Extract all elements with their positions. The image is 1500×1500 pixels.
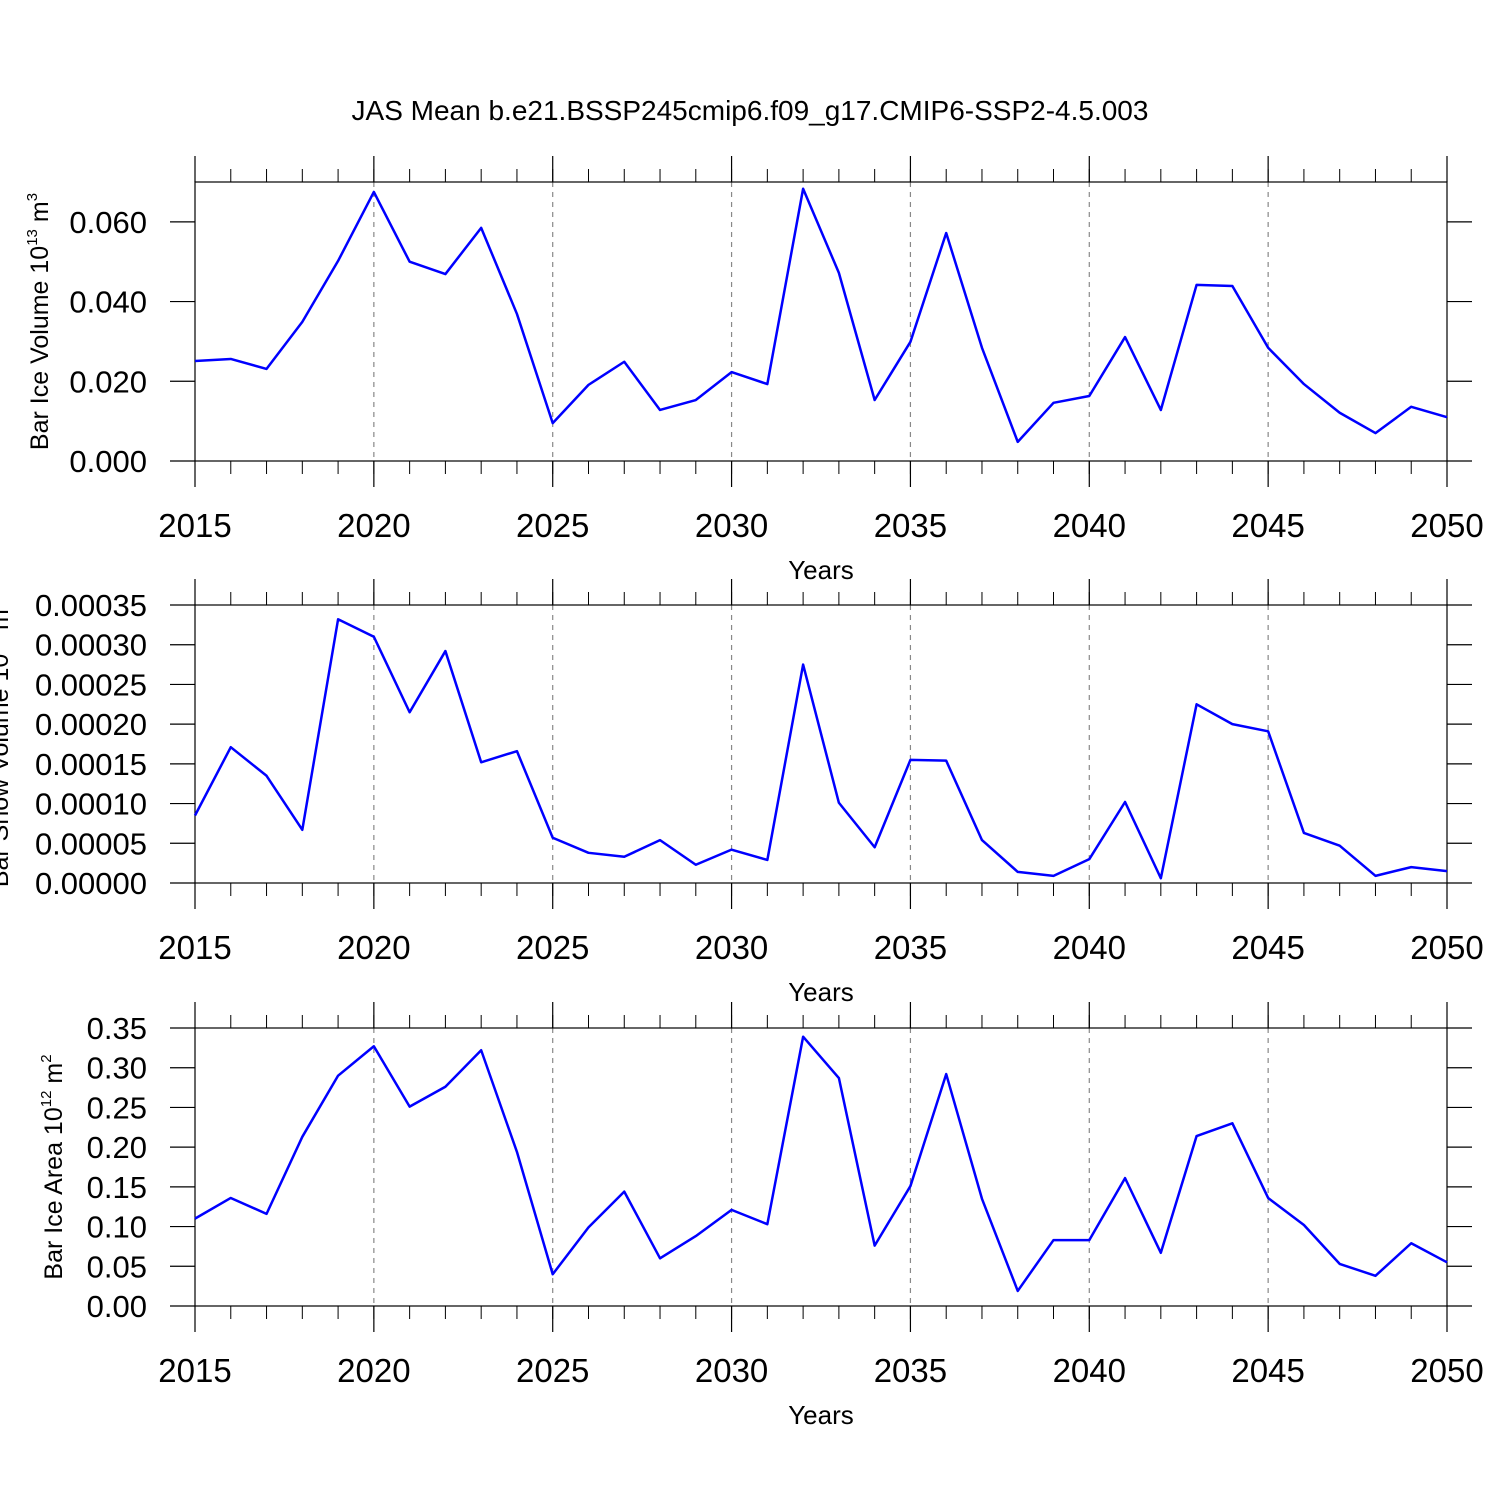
figure-title: JAS Mean b.e21.BSSP245cmip6.f09_g17.CMIP… [352,95,1149,126]
y-tick-label: 0.020 [69,364,147,399]
x-tick-label: 2045 [1231,507,1304,544]
y-tick-label: 0.000 [69,444,147,479]
y-tick-label: 0.00020 [35,707,147,742]
y-axis-label-superscript: 13 [0,637,1,654]
x-tick-label: 2015 [158,507,231,544]
y-axis-label-superscript: 13 [24,229,41,246]
data-line [194,1035,1448,1293]
y-axis-label-superscript: 3 [0,601,1,609]
y-axis-label: Bar Ice Area 1012 m2 [38,1054,68,1279]
y-axis-label: Bar Snow Volume 1013 m3 [0,601,14,887]
x-tick-label: 2045 [1231,929,1304,966]
x-tick-label: 2045 [1231,1352,1304,1389]
y-axis-label-superscript: 12 [38,1091,55,1108]
y-axis-label-superscript: 2 [38,1054,55,1062]
y-tick-label: 0.05 [87,1249,147,1284]
x-tick-label: 2015 [158,929,231,966]
plot-frame [194,1027,1448,1307]
y-axis-label-part: m [0,609,14,630]
x-tick-label: 2030 [695,929,768,966]
x-tick-label: 2025 [516,929,589,966]
y-axis-label-part: Bar Ice Volume 10 [26,246,54,450]
x-tick-label: 2020 [337,1352,410,1389]
plot-frame [194,181,1448,462]
x-tick-label: 2035 [874,1352,947,1389]
data-line [193,618,1448,880]
y-axis-label-part: m [26,201,54,222]
y-tick-label: 0.25 [87,1090,147,1125]
y-tick-label: 0.30 [87,1051,147,1086]
y-tick-label: 0.00005 [35,826,147,861]
y-tick-label: 0.20 [87,1130,147,1165]
y-tick-label: 0.00010 [35,787,147,822]
x-tick-label: 2050 [1410,1352,1483,1389]
x-tick-label: 2020 [337,929,410,966]
y-axis-label-part: Bar Snow Volume 10 [0,654,14,887]
x-tick-label: 2035 [874,507,947,544]
y-tick-label: 0.00030 [35,628,147,663]
y-tick-label: 0.15 [87,1170,147,1205]
y-tick-label: 0.00 [87,1289,147,1324]
x-tick-label: 2050 [1410,507,1483,544]
x-axis-label: Years [788,555,854,585]
x-tick-label: 2040 [1053,1352,1126,1389]
x-tick-label: 2030 [695,1352,768,1389]
y-tick-label: 0.35 [87,1011,147,1046]
plot-frame [194,604,1448,884]
x-tick-label: 2040 [1053,929,1126,966]
y-axis-label: Bar Ice Volume 1013 m3 [24,193,54,450]
x-tick-label: 2015 [158,1352,231,1389]
y-axis-label-superscript: 3 [24,193,41,201]
y-axis-label-part: Bar Ice Area 10 [40,1107,68,1279]
x-tick-label: 2050 [1410,929,1483,966]
x-axis-label: Years [788,1400,854,1430]
y-tick-label: 0.10 [87,1210,147,1245]
x-axis-label: Years [788,977,854,1007]
x-tick-label: 2025 [516,507,589,544]
y-tick-label: 0.040 [69,285,147,320]
y-axis-label-part: m [40,1063,68,1084]
x-tick-label: 2035 [874,929,947,966]
y-tick-label: 0.00015 [35,747,147,782]
data-line [194,187,1448,444]
y-tick-label: 0.00000 [35,866,147,901]
x-tick-label: 2040 [1053,507,1126,544]
x-tick-label: 2025 [516,1352,589,1389]
x-tick-label: 2020 [337,507,410,544]
y-tick-label: 0.00025 [35,667,147,702]
y-tick-label: 0.060 [69,205,147,240]
x-tick-label: 2030 [695,507,768,544]
y-tick-label: 0.00035 [35,588,147,623]
